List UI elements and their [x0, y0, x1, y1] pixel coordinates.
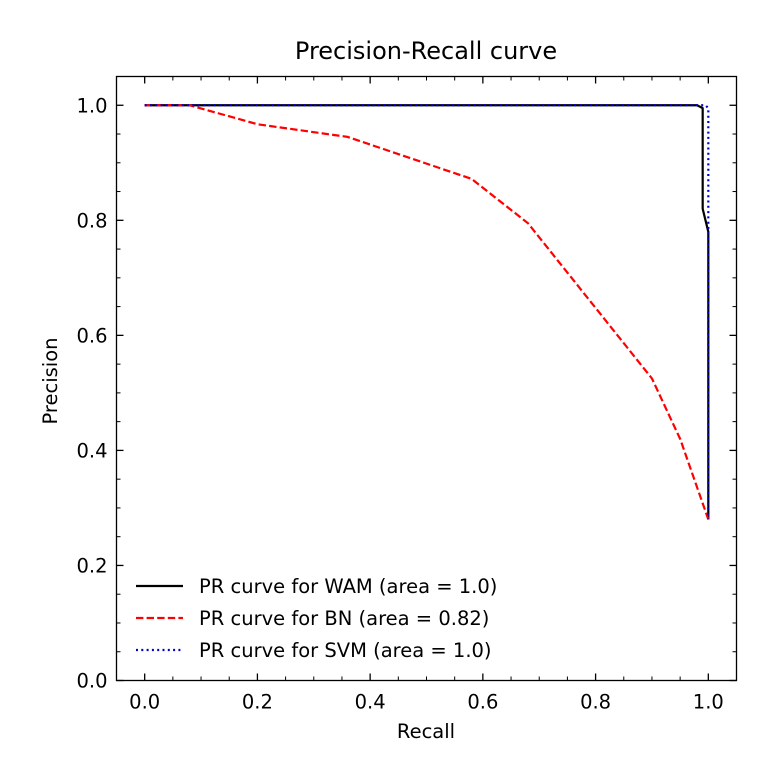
- ticks-layer: 0.0 0.2 0.4 0.6 0.8 1.0 0.0 0.2 0.4 0.6 0.8 1.0: [76, 76, 737, 714]
- series-line-1: [144, 104, 710, 520]
- x-tick-label: 0.2: [242, 691, 273, 714]
- legend-label-3: PR curve for SVM (area = 1.0): [199, 639, 492, 662]
- chart-title: Precision-Recall curve: [295, 37, 557, 65]
- series-layer: [144, 104, 710, 520]
- x-tick-label: 0.6: [467, 691, 498, 714]
- x-tick-label: 0.4: [355, 691, 386, 714]
- x-tick-label: 0.8: [580, 691, 611, 714]
- legend-label-2: PR curve for BN (area = 0.82): [199, 607, 489, 630]
- x-tick-label: 1.0: [693, 691, 724, 714]
- y-tick-label: 0.0: [76, 670, 107, 693]
- series-line-2: [144, 104, 710, 520]
- legend-label-1: PR curve for WAM (area = 1.0): [199, 575, 497, 598]
- x-tick-label: 0.0: [129, 691, 160, 714]
- y-tick-label: 0.4: [76, 439, 107, 462]
- plot-area: 0.0 0.2 0.4 0.6 0.8 1.0 0.0 0.2 0.4 0.6 0.8 1.0: [76, 75, 738, 714]
- x-axis-label: Recall: [397, 720, 455, 743]
- legend: PR curve for WAM (area = 1.0) PR curve fo…: [136, 575, 497, 662]
- y-tick-label: 0.8: [76, 209, 107, 232]
- series-line-3: [144, 104, 710, 520]
- y-tick-label: 1.0: [76, 94, 107, 117]
- y-tick-label: 0.6: [76, 324, 107, 347]
- y-axis-label: Precision: [39, 337, 62, 424]
- y-tick-label: 0.2: [76, 554, 107, 577]
